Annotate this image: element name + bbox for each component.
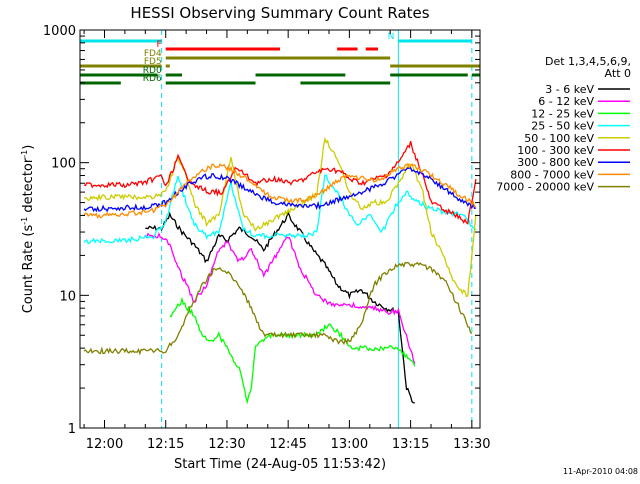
date-stamp: 11-Apr-2010 04:08 xyxy=(563,467,638,476)
y-tick-label: 10 xyxy=(59,289,76,304)
y-tick-label: 1 xyxy=(68,422,76,437)
x-tick-label: 13:15 xyxy=(392,437,429,452)
y-axis: 1 10 100 1000 xyxy=(43,24,480,437)
marker-lines xyxy=(79,30,473,428)
y-tick-label: 1000 xyxy=(43,24,76,39)
series-line xyxy=(83,136,477,298)
y-axis-label-sup: -1 xyxy=(20,150,29,158)
legend-entry-label: 6 - 12 keV xyxy=(538,95,594,108)
y-axis-label-part: Count Rate (s xyxy=(21,225,36,314)
y-axis-label-part: ) xyxy=(21,145,36,150)
series-line xyxy=(169,296,416,405)
y-tick-label: 100 xyxy=(51,157,76,172)
y-axis-label-part: detector xyxy=(21,157,36,217)
legend-entry-label: 7000 - 20000 keV xyxy=(496,181,594,194)
x-tick-label: 12:00 xyxy=(86,437,123,452)
series-layer xyxy=(83,136,477,405)
legend-entry-label: 12 - 25 keV xyxy=(531,107,594,120)
legend-header: Det 1,3,4,5,6,9, xyxy=(545,55,631,68)
x-axis: 12:00 12:15 12:30 12:45 13:00 13:15 13:30 xyxy=(83,30,491,452)
plot-frame xyxy=(79,29,481,429)
flag-label: N xyxy=(388,32,395,42)
series-line xyxy=(83,261,473,356)
flag-label: FD5 xyxy=(144,57,162,67)
legend-entry-label: 100 - 300 keV xyxy=(517,144,594,157)
flag-label: RD0 xyxy=(143,66,162,76)
legend-entry-label: 25 - 50 keV xyxy=(531,120,594,133)
legend-entry-label: 800 - 7000 keV xyxy=(510,168,594,181)
series-line xyxy=(83,141,477,225)
legend-entry-label: 50 - 100 keV xyxy=(524,132,594,145)
flag-label: RD6 xyxy=(143,74,162,84)
x-tick-label: 12:30 xyxy=(208,437,245,452)
x-tick-label: 12:15 xyxy=(147,437,184,452)
series-line xyxy=(83,166,476,213)
x-tick-label: 12:45 xyxy=(269,437,306,452)
x-tick-label: 13:00 xyxy=(331,437,368,452)
x-axis-label: Start Time (24-Aug-05 11:53:42) xyxy=(174,457,386,472)
x-tick-label: 13:30 xyxy=(453,437,490,452)
series-line xyxy=(144,231,416,365)
series-line xyxy=(83,174,477,245)
y-axis-label: Count Rate (s-1 detector-1) xyxy=(20,145,36,314)
flag-label: FD4 xyxy=(144,49,162,59)
y-axis-label-sup: -1 xyxy=(20,217,29,225)
series-line xyxy=(83,162,476,220)
legend-header: Att 0 xyxy=(605,67,631,80)
legend-entry-label: 300 - 800 keV xyxy=(517,156,594,169)
flag-label: F xyxy=(157,40,162,50)
legend-entry-label: 3 - 6 keV xyxy=(545,83,594,96)
chart-title: HESSI Observing Summary Count Rates xyxy=(130,4,429,22)
